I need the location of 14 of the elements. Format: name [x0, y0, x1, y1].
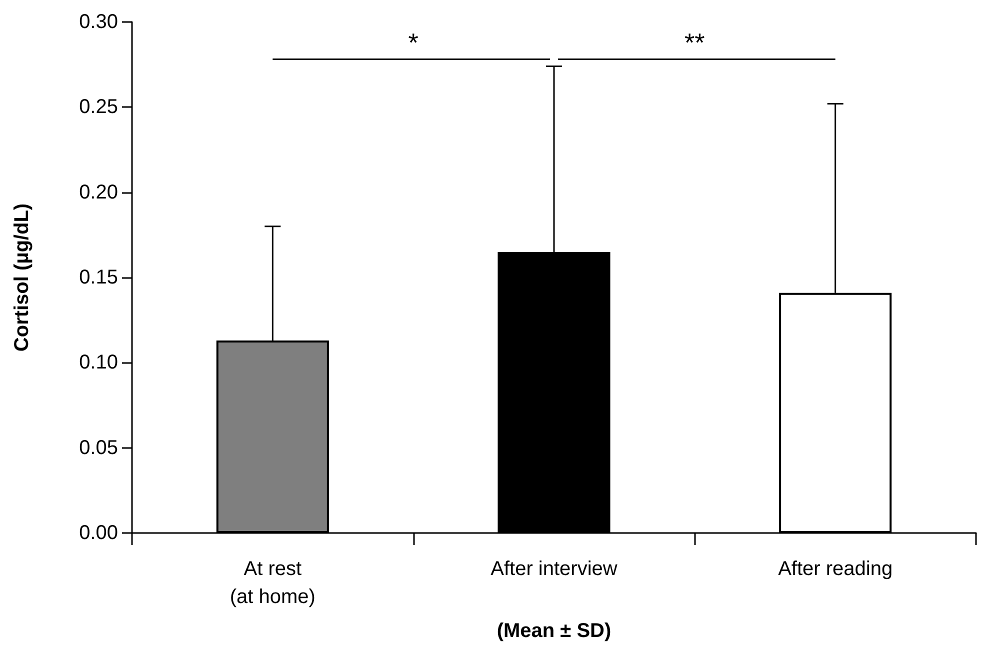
y-tick-label: 0.05 [79, 436, 118, 459]
y-tick-label: 0.20 [79, 181, 118, 204]
annotation: ** [684, 27, 705, 58]
x-axis-title: (Mean ± SD) [496, 620, 612, 642]
y-tick-label: 0.30 [79, 11, 118, 33]
x-tick-label: After reading [778, 558, 893, 580]
y-tick-label: 0.10 [79, 352, 118, 374]
x-tick-label: After interview [490, 558, 618, 580]
y-tick-label: 0.25 [79, 96, 118, 118]
y-tick-label: 0.15 [79, 266, 118, 288]
y-axis-title: Cortisol (µg/dL) [11, 203, 33, 352]
y-tick-label: 0.00 [79, 522, 118, 544]
x-tick-label: At rest (at home) [230, 558, 316, 608]
annotation: * [408, 27, 418, 58]
